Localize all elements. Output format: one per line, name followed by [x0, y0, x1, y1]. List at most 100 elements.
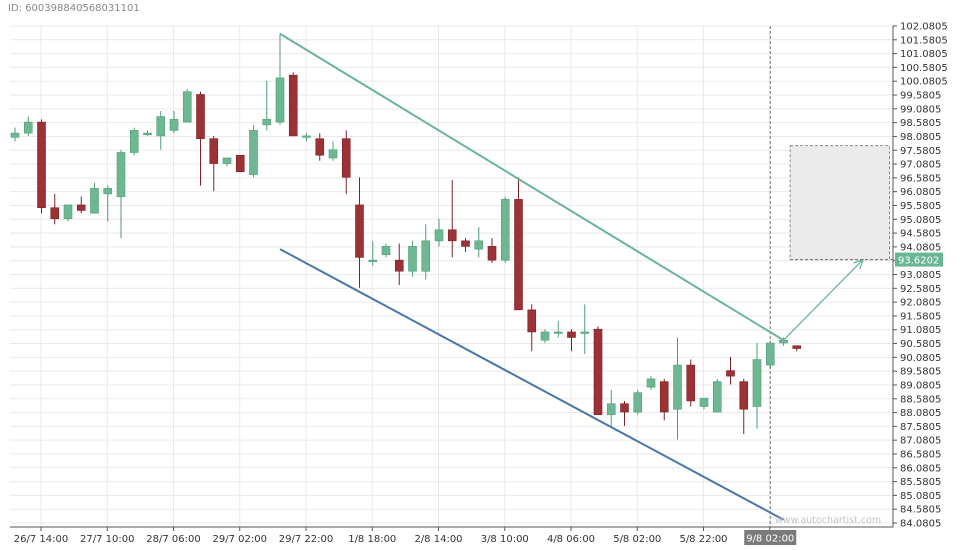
candle-down — [567, 331, 576, 338]
candle-up — [421, 240, 431, 272]
y-tick-label: 96.0805 — [900, 187, 941, 198]
candle-down — [659, 381, 669, 413]
y-tick-label: 100.5805 — [900, 63, 948, 74]
candle-up — [116, 152, 126, 197]
candle-up — [143, 132, 152, 135]
grid-lines — [10, 25, 893, 527]
y-tick-label: 98.0805 — [900, 132, 941, 143]
candle-up — [90, 188, 99, 214]
candle-up — [381, 246, 391, 255]
candle-up — [222, 157, 232, 164]
candle-down — [792, 345, 802, 349]
y-tick-label: 99.5805 — [900, 91, 941, 102]
candle-up — [474, 240, 484, 250]
resistance-trendline — [279, 32, 785, 342]
y-tick-label: 100.0805 — [900, 77, 948, 88]
target-zone-box — [789, 145, 890, 261]
candle-up — [169, 119, 179, 131]
candle-up — [633, 392, 643, 413]
candle-up — [408, 246, 417, 272]
price-tag-bg — [895, 252, 943, 267]
candle-down — [341, 138, 351, 178]
candle-down — [593, 328, 603, 416]
axes-layer: 102.0805 101.5805 101.0805 100.5805 100.0805… — [10, 22, 948, 545]
candle-up — [580, 331, 590, 334]
y-tick-label: 84.0805 — [900, 519, 941, 530]
y-tick-label: 94.5805 — [900, 229, 941, 240]
candle-down — [50, 207, 60, 220]
candle-down — [355, 204, 364, 258]
candle-up — [434, 229, 444, 242]
y-tick-label: 84.5805 — [900, 505, 941, 516]
y-tick-label: 101.5805 — [900, 35, 948, 46]
y-tick-label: 101.0805 — [900, 49, 948, 60]
y-tick-label: 88.5805 — [900, 394, 941, 405]
candle-down — [461, 240, 470, 247]
candle-down — [76, 204, 86, 211]
y-tick-label: 85.5805 — [900, 477, 941, 488]
candle-up — [262, 119, 272, 126]
y-tick-label: 94.0805 — [900, 242, 941, 253]
candle-down — [620, 403, 629, 413]
candle-up — [328, 149, 338, 159]
candle-down — [37, 121, 46, 208]
x-tick-label: 28/7 06:00 — [146, 534, 200, 545]
candle-up — [368, 259, 378, 262]
x-tick-label: 26/7 14:00 — [14, 534, 68, 545]
y-tick-label: 95.5805 — [900, 201, 941, 212]
y-tick-label: 93.0805 — [900, 270, 941, 281]
candle-up — [500, 199, 510, 261]
candle-down — [235, 154, 245, 173]
candle-down — [447, 229, 457, 242]
candle-down — [487, 246, 497, 261]
candle-down — [686, 364, 696, 402]
candle-up — [673, 364, 682, 410]
candle-up — [156, 116, 166, 137]
candle-down — [394, 259, 404, 272]
y-tick-label: 90.0805 — [900, 353, 941, 364]
candle-down — [315, 138, 325, 156]
forecast-arrow-shaft — [783, 259, 864, 341]
candle-up — [540, 331, 550, 341]
candle-up — [699, 397, 709, 407]
y-tick-label: 92.0805 — [900, 298, 941, 309]
candle-up — [103, 188, 113, 195]
candle-up — [275, 77, 285, 123]
target-zone-layer — [769, 26, 890, 527]
y-tick-label: 102.0805 — [900, 22, 948, 33]
candle-up — [23, 121, 33, 134]
candle-up — [182, 91, 192, 123]
candle-down — [514, 199, 523, 311]
pattern-lines-layer — [279, 32, 893, 521]
y-tick-label: 97.0805 — [900, 160, 941, 171]
y-tick-label: 91.0805 — [900, 325, 941, 336]
candle-down — [288, 74, 298, 137]
y-tick-label: 87.5805 — [900, 422, 941, 433]
time-tag-label: 9/8 02:00 — [746, 534, 794, 545]
x-tick-label: 3/8 10:00 — [481, 534, 529, 545]
y-tick-label: 85.0805 — [900, 491, 941, 502]
candle-down — [196, 94, 205, 139]
y-tick-label: 96.5805 — [900, 173, 941, 184]
candle-up — [779, 339, 788, 344]
y-tick-label: 99.0805 — [900, 104, 941, 115]
y-tick-label: 89.5805 — [900, 367, 941, 378]
y-tick-label: 86.5805 — [900, 449, 941, 460]
candle-up — [63, 204, 73, 220]
y-tick-label: 86.0805 — [900, 463, 941, 474]
candle-down — [209, 138, 219, 164]
candle-up — [10, 132, 20, 138]
candle-up — [249, 130, 258, 175]
y-tick-label: 97.5805 — [900, 146, 941, 157]
candle-down — [726, 370, 735, 377]
y-tick-label: 89.0805 — [900, 380, 941, 391]
candle-up — [553, 331, 563, 334]
time-tag-bg — [744, 530, 797, 545]
y-tick-label: 98.5805 — [900, 118, 941, 129]
candles-layer — [10, 33, 802, 440]
candle-up — [129, 130, 139, 153]
support-trendline — [279, 248, 784, 521]
x-tick-label: 29/7 02:00 — [213, 534, 267, 545]
